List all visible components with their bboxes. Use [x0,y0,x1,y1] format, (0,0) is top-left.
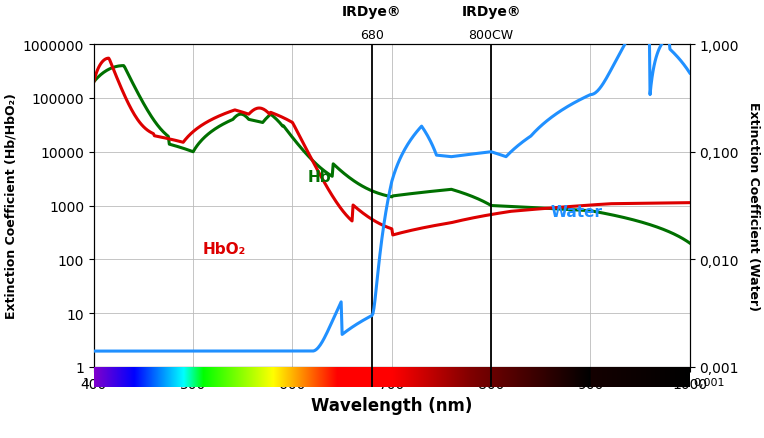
Text: Hb: Hb [307,170,331,185]
Text: HbO₂: HbO₂ [203,242,246,257]
Text: IRDye®: IRDye® [342,5,402,19]
Text: 680: 680 [360,29,384,42]
Text: 800CW: 800CW [468,29,513,42]
Y-axis label: Extinction Coefficient (Water): Extinction Coefficient (Water) [747,102,760,310]
Text: 1: 1 [83,377,90,387]
Text: IRDye®: IRDye® [461,5,521,19]
Text: Water: Water [551,205,603,220]
Y-axis label: Extinction Coefficient (Hb/HbO₂): Extinction Coefficient (Hb/HbO₂) [4,93,17,319]
X-axis label: Wavelength (nm): Wavelength (nm) [311,396,472,414]
Text: 0,001: 0,001 [694,377,725,387]
